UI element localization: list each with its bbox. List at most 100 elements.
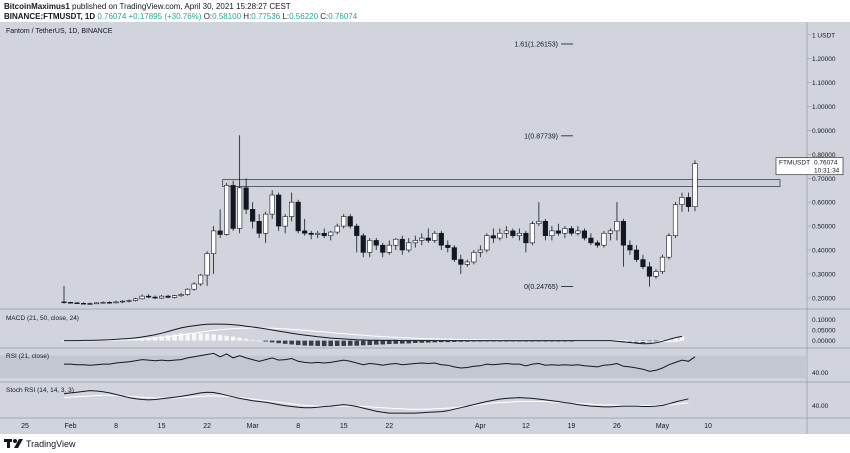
price-tick-label: 0.40000 [812,248,836,255]
candle-body [211,230,217,254]
chart-svg[interactable]: Fantom / TetherUS, 1D, BINANCE 1.61(1.26… [0,22,850,434]
candle-body [178,294,184,296]
high-label: H: [243,12,252,21]
candle-body [367,240,373,253]
stoch-tick-label: 40.00 [812,403,829,410]
candle-body [464,261,470,265]
time-tick-label: Mar [247,423,260,430]
price-tick-label: 1.10000 [812,80,836,87]
candle-body [659,256,666,272]
fib-level-label: 1(0.87739) [524,133,558,140]
price-tick-label: 0.60000 [812,200,836,207]
candle-body [145,295,152,298]
macd-histogram-bar [380,340,386,345]
candle-body [672,204,679,236]
stoch-k-line [63,390,689,414]
candle-body [61,301,67,303]
candle-body [601,232,607,246]
macd-histogram-bar [282,340,288,344]
candle-body [269,194,275,215]
macd-histogram-bar [152,337,158,341]
macd-tick-label: 0.10000 [812,317,836,324]
candle-body [295,201,301,232]
price-tick-label: 0.50000 [812,224,836,231]
candle-body [497,232,503,239]
time-tick-label: 19 [568,423,576,430]
footer-brand[interactable]: TradingView [26,439,76,449]
macd-histogram-bar [458,340,464,342]
macd-histogram-bar [406,340,412,344]
price-tick-label: 1.00000 [812,104,836,111]
fib-level-label: 0(0.24765) [524,284,558,291]
last-price-symbol: FTMUSDT [779,160,810,167]
candle-body [198,274,204,285]
candle-body [341,216,347,227]
macd-histogram-bar [354,340,360,346]
macd-histogram-bar [308,340,314,346]
author-name[interactable]: BitcoinMaximus1 [4,2,70,11]
candle-body [568,228,574,234]
macd-histogram-bar [373,340,379,345]
candle-body [477,249,483,253]
candle-body [132,298,139,301]
candle-body [562,228,568,234]
candle-body [106,302,113,304]
candle-body [315,232,321,235]
price-tick-label: 1 USDT [812,32,835,39]
candle-body [191,283,197,290]
macd-histogram-bar [315,340,320,346]
macd-histogram-bar [679,336,685,341]
candle-body [627,244,633,251]
published-text: published on TradingView.com, April 30, … [72,2,291,11]
last-price-box [775,157,844,176]
fib-levels-layer: 1.61(1.26153) 1(0.87739) 0(0.24765) [514,41,573,291]
candle-body [640,259,646,268]
chart-area[interactable]: Fantom / TetherUS, 1D, BINANCE 1.61(1.26… [0,22,850,434]
macd-histogram-bar [211,334,216,341]
rsi-line [64,352,696,372]
macd-histogram-bar [653,340,659,342]
candle-body [438,232,444,246]
candle-body [321,232,327,236]
candle-body [575,230,581,234]
candle-body [100,302,106,304]
candle-body [510,230,516,236]
macd-histogram-bar [413,340,418,343]
candle-body [165,295,171,298]
candle-body [237,187,243,229]
macd-histogram-bar [146,338,151,341]
macd-histogram-bar [426,340,431,343]
price-change-value: +0.17895 (+30.76%) [128,12,202,21]
candle-body [425,237,431,241]
macd-label: MACD (21, 50, close, 24) [6,315,79,322]
rsi-band [0,355,807,379]
price-tick-label: 0.90000 [812,128,836,135]
candle-body [263,213,269,234]
tradingview-logo-icon [4,439,23,448]
macd-histogram-bar [159,336,164,341]
time-tick-label: 22 [203,423,211,430]
macd-histogram-bar [224,335,229,341]
open-label: O: [203,12,213,21]
stoch-d-line [63,394,689,410]
candle-body [581,230,587,239]
candle-body [360,235,366,253]
last-price-value: 0.76074 [97,12,127,21]
candle-body [484,235,490,251]
macd-histogram-bar [276,340,281,344]
candle-body [289,201,295,217]
macd-histogram-bar [445,340,451,343]
candle-body [380,244,386,253]
stoch-pane: Stoch RSI (14, 14, 3, 3) 40.00 [6,387,829,414]
macd-histogram-bar [399,340,405,344]
high-value: 0.77536 [251,12,281,21]
candle-body [451,247,457,260]
macd-histogram-bar [250,339,255,341]
candle-body [67,302,74,304]
price-tick-label: 0.80000 [812,152,836,159]
candle-body [282,216,288,227]
macd-histogram-bar [139,338,145,341]
candle-body [607,230,614,234]
time-tick-label: 8 [114,423,118,430]
macd-histogram-bar [367,340,373,346]
